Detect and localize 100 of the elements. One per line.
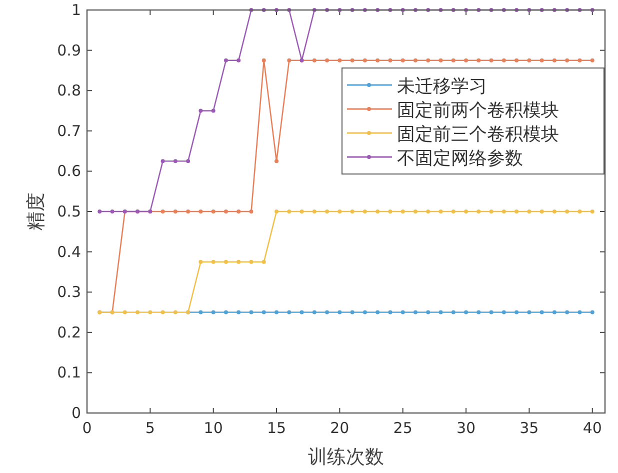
x-tick-label: 15 [266, 419, 286, 437]
point [350, 210, 354, 214]
point [198, 210, 203, 214]
legend-label: 固定前三个卷积模块 [397, 124, 559, 145]
point [540, 58, 544, 62]
point [325, 58, 330, 62]
y-axis-title: 精度 [25, 192, 47, 230]
point [338, 58, 342, 62]
point [590, 58, 594, 62]
y-tick-label: 0.5 [57, 202, 81, 220]
point [388, 58, 392, 62]
point [540, 310, 544, 314]
point [236, 310, 241, 314]
point [438, 210, 443, 214]
point [476, 58, 481, 62]
point [438, 58, 443, 62]
point [350, 310, 354, 314]
y-tick-label: 0.8 [57, 82, 81, 100]
legend-label: 未迁移学习 [397, 76, 487, 97]
point [350, 58, 354, 62]
point [388, 310, 392, 314]
point [300, 210, 304, 214]
point [211, 210, 216, 214]
point [287, 310, 292, 314]
y-tick-label: 0.1 [57, 364, 81, 382]
point [552, 210, 556, 214]
point [514, 210, 519, 214]
point [249, 310, 254, 314]
point [325, 210, 330, 214]
point [211, 260, 216, 264]
x-axis-title: 训练次数 [308, 446, 384, 468]
point [413, 310, 418, 314]
point [578, 310, 582, 314]
point [198, 310, 203, 314]
point [338, 210, 342, 214]
point [464, 210, 468, 214]
point [274, 210, 279, 214]
point [262, 310, 266, 314]
point [476, 210, 481, 214]
legend-label: 固定前两个卷积模块 [397, 100, 559, 121]
point [590, 310, 594, 314]
point [527, 210, 532, 214]
point [527, 310, 532, 314]
point [514, 58, 519, 62]
point [236, 260, 241, 264]
point [224, 58, 228, 62]
point [287, 58, 292, 62]
point [590, 210, 594, 214]
point [198, 108, 203, 113]
point [376, 210, 380, 214]
point [148, 310, 152, 314]
point [451, 58, 456, 62]
point [451, 310, 456, 314]
y-tick-label: 0.3 [57, 283, 81, 302]
point [565, 210, 570, 214]
point [160, 310, 165, 314]
point [325, 310, 330, 314]
point [476, 310, 481, 314]
point [110, 210, 114, 214]
point [438, 310, 443, 314]
x-tick-label: 0 [82, 419, 92, 437]
point [312, 58, 316, 62]
point [578, 58, 582, 62]
point [464, 310, 468, 314]
point [186, 159, 190, 164]
point [400, 210, 405, 214]
point [224, 210, 228, 214]
point [502, 210, 506, 214]
y-tick-label: 0.2 [57, 323, 81, 342]
legend-label: 不固定网络参数 [397, 148, 523, 169]
y-tick-label: 0.7 [57, 122, 81, 140]
point [300, 310, 304, 314]
point [312, 210, 316, 214]
point [388, 210, 392, 214]
point [249, 210, 254, 214]
point [98, 210, 102, 214]
point [224, 310, 228, 314]
y-tick-label: 0.6 [57, 162, 81, 180]
point [376, 58, 380, 62]
x-tick-label: 20 [330, 419, 350, 437]
point [274, 310, 279, 314]
point [262, 260, 266, 264]
point [400, 310, 405, 314]
point [565, 310, 570, 314]
point [413, 210, 418, 214]
point [236, 58, 241, 62]
point [376, 310, 380, 314]
point [160, 210, 165, 214]
point [211, 310, 216, 314]
point [578, 210, 582, 214]
x-tick-label: 30 [456, 419, 476, 437]
point [287, 210, 292, 214]
y-tick-label: 1 [71, 1, 81, 19]
x-tick-label: 10 [204, 419, 223, 437]
point [173, 159, 178, 164]
point [502, 310, 506, 314]
point [489, 310, 494, 314]
point [224, 260, 228, 264]
y-tick-label: 0 [71, 404, 81, 422]
point [426, 310, 430, 314]
